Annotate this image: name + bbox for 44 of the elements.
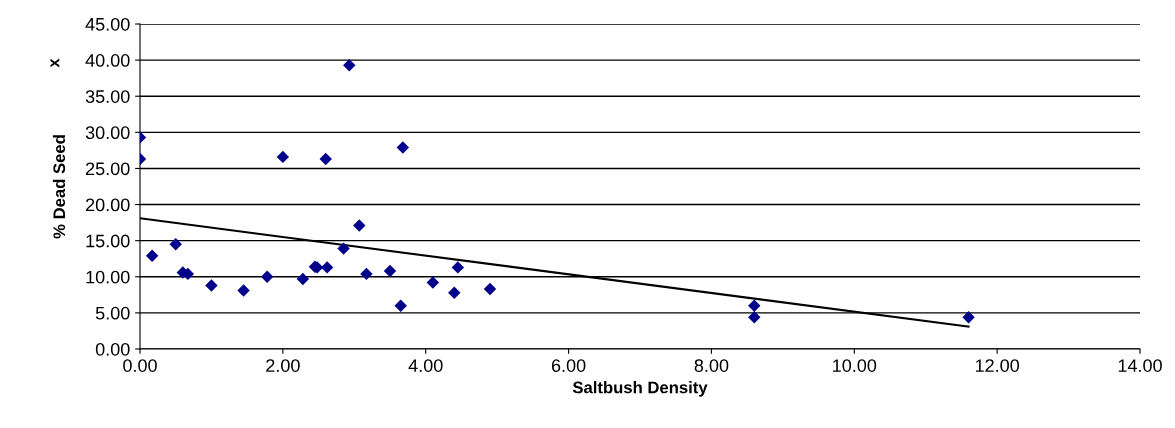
point bbox=[337, 242, 350, 255]
x-tick-label: 14.00 bbox=[1118, 359, 1162, 372]
y-tick-label: 20.00 bbox=[86, 198, 130, 212]
point bbox=[483, 282, 497, 296]
x-tick-label: 0.00 bbox=[123, 359, 157, 372]
point bbox=[748, 311, 761, 324]
x-tick-label: 4.00 bbox=[408, 359, 443, 372]
y-tick-label: 25.00 bbox=[86, 162, 130, 176]
point bbox=[319, 152, 332, 166]
point bbox=[962, 311, 975, 324]
text: x bbox=[50, 58, 60, 68]
y-tick-label: 15.00 bbox=[86, 234, 130, 248]
point bbox=[260, 270, 274, 283]
point bbox=[448, 286, 461, 299]
y-axis-title: % Dead Seed bbox=[52, 135, 66, 239]
y-tick-label: 35.00 bbox=[85, 90, 130, 103]
point bbox=[320, 261, 334, 274]
y-tick-label: 40.00 bbox=[85, 54, 130, 67]
point bbox=[343, 58, 356, 72]
point bbox=[353, 219, 366, 232]
point bbox=[205, 279, 218, 292]
x-tick-label: 8.00 bbox=[694, 359, 729, 372]
y-tick-label: 30.00 bbox=[85, 126, 130, 140]
x-tick-label: 10.00 bbox=[833, 359, 877, 372]
point bbox=[426, 276, 440, 289]
x-tick-label: 2.00 bbox=[266, 359, 300, 372]
y-tick-label: 45.00 bbox=[85, 17, 130, 31]
point bbox=[748, 299, 761, 312]
point bbox=[169, 238, 182, 251]
point bbox=[276, 150, 290, 164]
point bbox=[396, 141, 410, 154]
y-tick-label: 5.00 bbox=[95, 306, 130, 320]
y-tick-label: 0.00 bbox=[95, 342, 130, 356]
point bbox=[360, 267, 373, 281]
x-tick-label: 12.00 bbox=[975, 359, 1020, 372]
point bbox=[394, 299, 407, 312]
point bbox=[145, 249, 159, 263]
y-tick-label: 10.00 bbox=[86, 270, 130, 284]
x-axis-title: Saltbush Density bbox=[572, 381, 708, 397]
point bbox=[237, 284, 250, 297]
point bbox=[383, 264, 397, 278]
point bbox=[296, 272, 310, 286]
x-tick-label: 6.00 bbox=[551, 359, 586, 372]
point bbox=[451, 261, 465, 274]
